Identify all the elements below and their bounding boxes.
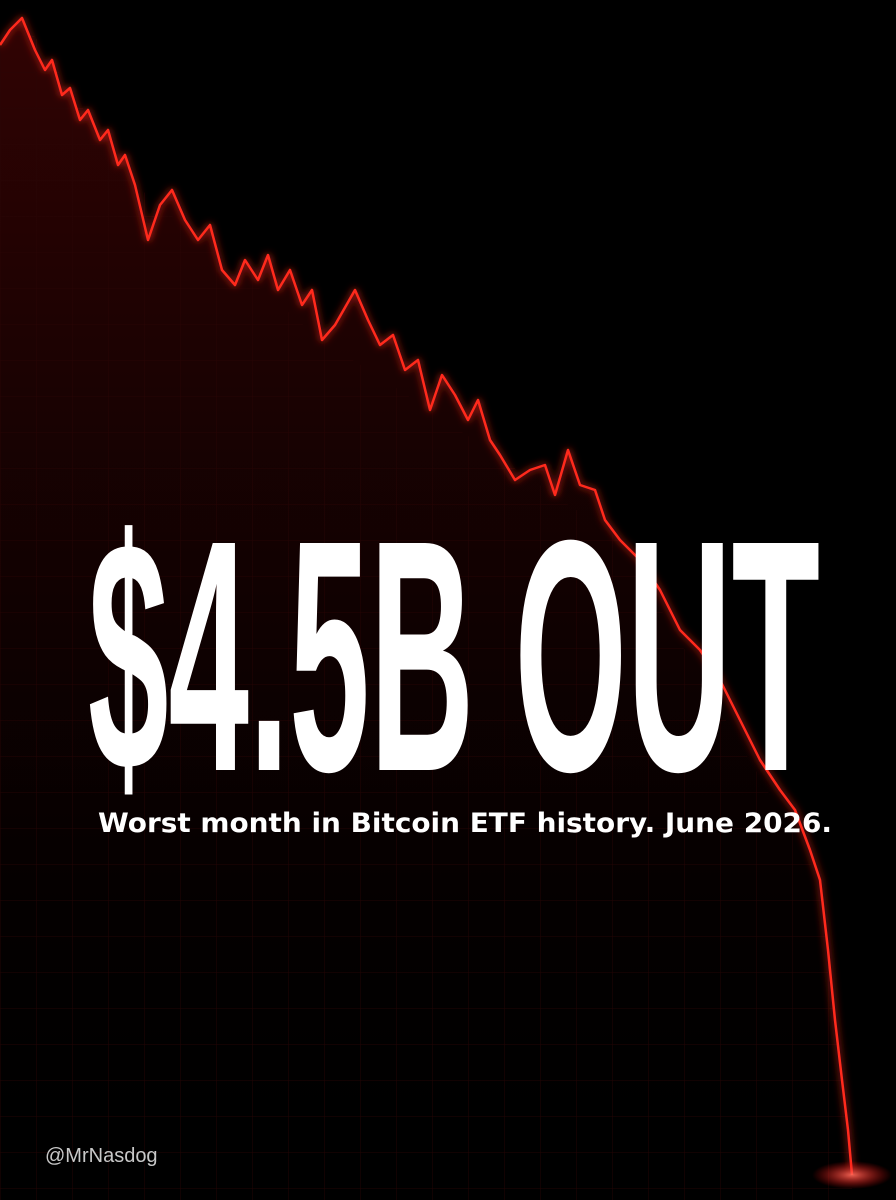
handle: @MrNasdog [45,1145,158,1167]
end-flare [812,1161,892,1189]
headline: $4.5B OUT [88,471,820,840]
grid [0,18,852,1200]
subtitle: Worst month in Bitcoin ETF history. June… [98,808,832,839]
price-line [0,16,854,1176]
